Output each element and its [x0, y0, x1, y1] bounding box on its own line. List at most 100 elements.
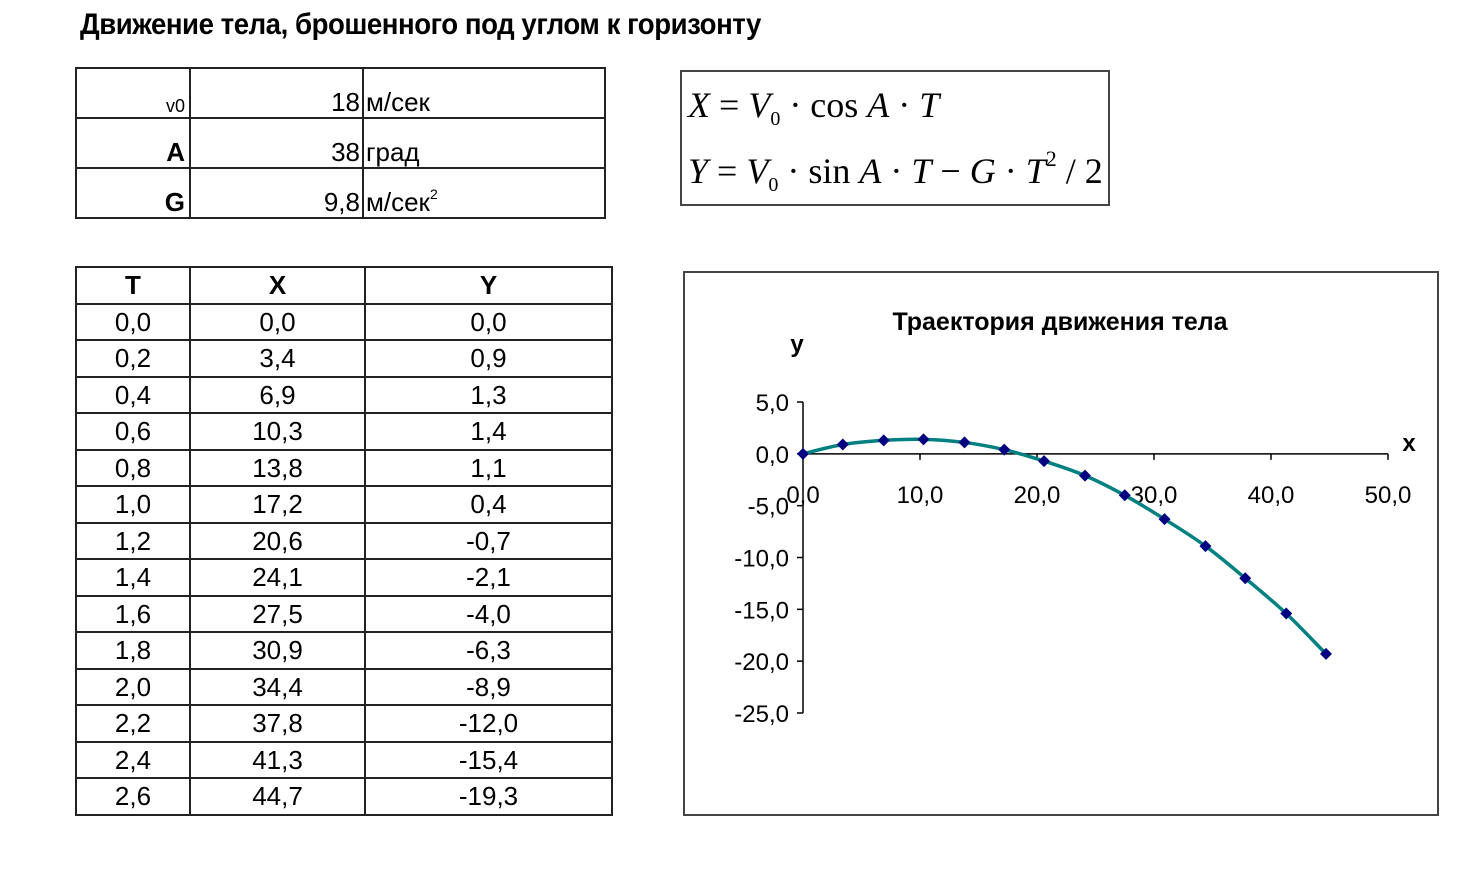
- f-power: 2: [1045, 146, 1057, 171]
- cell-x[interactable]: 17,2: [189, 485, 366, 524]
- cell-x[interactable]: 37,8: [189, 704, 366, 743]
- formula-x: X = V0 · cos A · T: [688, 84, 939, 131]
- cell-x[interactable]: 41,3: [189, 740, 366, 779]
- table-row: 1,4 24,1 -2,1: [75, 558, 613, 597]
- param-unit[interactable]: м/сек2: [362, 167, 606, 219]
- param-row-v0: v0 18 м/сек: [75, 67, 606, 119]
- cell-t[interactable]: 1,2: [75, 521, 191, 560]
- table-row: 1,8 30,9 -6,3: [75, 631, 613, 670]
- data-table: T X Y 0,0 0,0 0,0 0,2 3,4 0,9 0,4 6,9 1,3 0,6 10,3…: [75, 266, 613, 816]
- data-point-marker: [797, 447, 809, 460]
- y-tick-label: 0,0: [756, 442, 789, 469]
- cell-t[interactable]: 0,0: [75, 302, 191, 341]
- cell-y[interactable]: -2,1: [364, 558, 613, 597]
- table-row: 0,8 13,8 1,1: [75, 448, 613, 487]
- x-tick-label: 10,0: [897, 482, 944, 509]
- cell-x[interactable]: 3,4: [189, 339, 366, 378]
- data-point-marker: [1239, 572, 1252, 585]
- data-table-body: T X Y 0,0 0,0 0,0 0,2 3,4 0,9 0,4 6,9 1,3 0,6 10,3…: [75, 266, 613, 816]
- cell-x[interactable]: 6,9: [189, 375, 366, 414]
- cell-y[interactable]: 1,3: [364, 375, 613, 414]
- x-tick-label: 30,0: [1131, 482, 1178, 509]
- f-symbol: T: [919, 85, 940, 125]
- param-value[interactable]: 38: [189, 117, 364, 169]
- table-header-row: T X Y: [75, 266, 613, 305]
- cell-y[interactable]: 0,0: [364, 302, 613, 341]
- cell-y[interactable]: -12,0: [364, 704, 613, 743]
- param-name[interactable]: A: [75, 117, 191, 169]
- cell-t[interactable]: 2,0: [75, 667, 191, 706]
- cell-t[interactable]: 1,0: [75, 485, 191, 524]
- chart-series: [797, 433, 1332, 660]
- cell-y[interactable]: 0,9: [364, 339, 613, 378]
- table-row: 2,4 41,3 -15,4: [75, 740, 613, 779]
- x-tick-label: 0,0: [786, 482, 819, 509]
- y-tick-label: -20,0: [734, 649, 789, 676]
- data-point-marker: [958, 436, 971, 449]
- cell-x[interactable]: 20,6: [189, 521, 366, 560]
- cell-t[interactable]: 0,6: [75, 412, 191, 451]
- param-value[interactable]: 18: [189, 67, 364, 119]
- f-symbol: X: [688, 85, 710, 125]
- cell-t[interactable]: 0,4: [75, 375, 191, 414]
- param-row-g: G 9,8 м/сек2: [75, 167, 606, 219]
- cell-t[interactable]: 0,2: [75, 339, 191, 378]
- table-row: 0,0 0,0 0,0: [75, 302, 613, 341]
- cell-y[interactable]: -8,9: [364, 667, 613, 706]
- data-point-marker: [917, 433, 930, 446]
- cell-y[interactable]: -6,3: [364, 631, 613, 670]
- cell-y[interactable]: 0,4: [364, 485, 613, 524]
- data-point-marker: [998, 443, 1011, 456]
- header-cell-t[interactable]: T: [75, 266, 191, 305]
- table-row: 0,6 10,3 1,4: [75, 412, 613, 451]
- cell-t[interactable]: 0,8: [75, 448, 191, 487]
- cell-x[interactable]: 30,9: [189, 631, 366, 670]
- f-op: ·: [995, 151, 1026, 191]
- f-symbol: T: [1025, 151, 1046, 191]
- formula-box[interactable]: X = V0 · cos A · T Y = V0 · sin A · T − …: [680, 70, 1110, 206]
- y-tick-label: 5,0: [756, 390, 789, 417]
- header-cell-x[interactable]: X: [189, 266, 366, 305]
- data-point-marker: [1038, 455, 1051, 468]
- cell-x[interactable]: 13,8: [189, 448, 366, 487]
- data-point-marker: [877, 434, 890, 447]
- cell-x[interactable]: 34,4: [189, 667, 366, 706]
- cell-y[interactable]: -0,7: [364, 521, 613, 560]
- f-symbol: Y: [688, 151, 709, 191]
- cell-t[interactable]: 2,6: [75, 777, 191, 816]
- data-point-marker: [1118, 489, 1131, 502]
- x-tick-label: 50,0: [1365, 482, 1412, 509]
- cell-x[interactable]: 10,3: [189, 412, 366, 451]
- f-sub: 0: [768, 174, 779, 197]
- cell-y[interactable]: -15,4: [364, 740, 613, 779]
- cell-y[interactable]: 1,4: [364, 412, 613, 451]
- f-symbol: T: [911, 151, 932, 191]
- cell-t[interactable]: 1,6: [75, 594, 191, 633]
- data-point-marker: [1280, 607, 1293, 620]
- header-cell-y[interactable]: Y: [364, 266, 613, 305]
- param-name[interactable]: v0: [75, 67, 191, 119]
- y-tick-label: -5,0: [748, 494, 789, 521]
- data-point-marker: [1319, 647, 1332, 660]
- param-name[interactable]: G: [75, 167, 191, 219]
- cell-t[interactable]: 1,8: [75, 631, 191, 670]
- data-point-marker: [1199, 540, 1212, 553]
- cell-x[interactable]: 44,7: [189, 777, 366, 816]
- cell-y[interactable]: -19,3: [364, 777, 613, 816]
- f-op: ·: [889, 85, 920, 125]
- cell-x[interactable]: 0,0: [189, 302, 366, 341]
- param-unit[interactable]: м/сек: [362, 67, 606, 119]
- cell-t[interactable]: 2,2: [75, 704, 191, 743]
- param-value[interactable]: 9,8: [189, 167, 364, 219]
- cell-y[interactable]: 1,1: [364, 448, 613, 487]
- param-unit[interactable]: град: [362, 117, 606, 169]
- cell-t[interactable]: 1,4: [75, 558, 191, 597]
- cell-t[interactable]: 2,4: [75, 740, 191, 779]
- chart-area[interactable]: Траектория движения тела y x 5,0 0,0 -5,0-…: [683, 271, 1439, 816]
- table-row: 1,6 27,5 -4,0: [75, 594, 613, 633]
- parameters-table: v0 18 м/сек A 38 град G 9,8 м/сек2: [75, 67, 606, 219]
- cell-x[interactable]: 27,5: [189, 594, 366, 633]
- cell-y[interactable]: -4,0: [364, 594, 613, 633]
- cell-x[interactable]: 24,1: [189, 558, 366, 597]
- y-tick-label: -25,0: [734, 701, 789, 728]
